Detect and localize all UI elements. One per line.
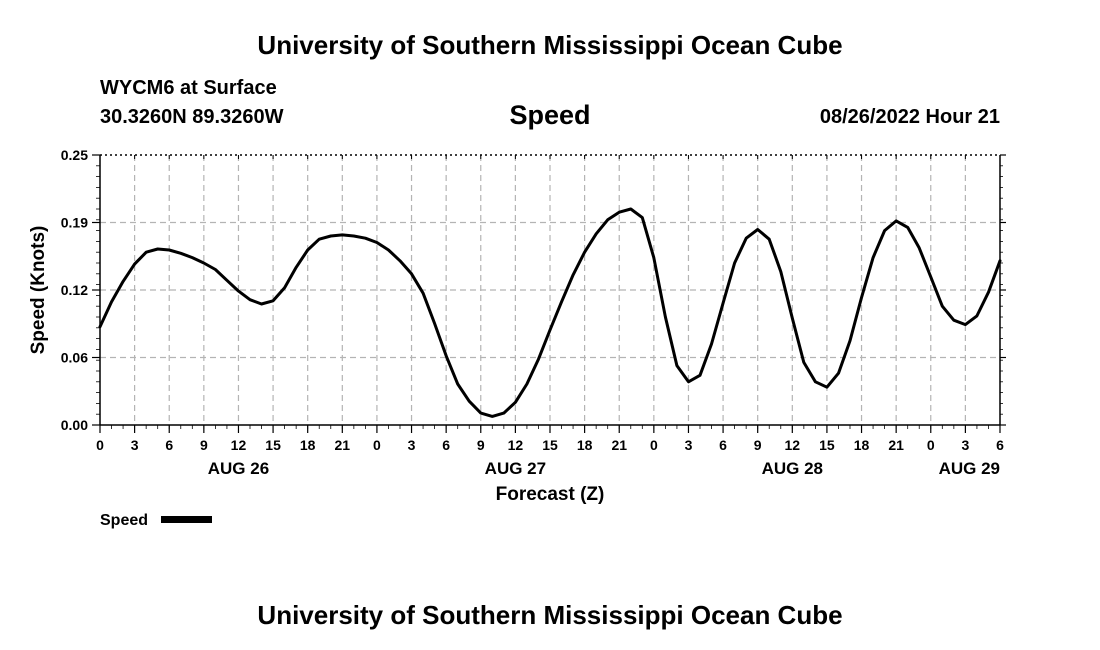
datetime-label: 08/26/2022 Hour 21 [819, 106, 1000, 128]
x-tick-label: 6 [165, 437, 173, 453]
x-tick-label: 9 [200, 437, 208, 453]
x-tick-label: 3 [408, 437, 416, 453]
speed-chart: 0 3 6 9 12 15 18 21 0 3 6 9 12 15 18 21 0 3 6 9 12 15 18 21 0 3 6 A… [28, 147, 1006, 529]
x-tick-label: 12 [231, 437, 247, 453]
x-tick-label: 3 [131, 437, 139, 453]
y-tick-label: 0.25 [61, 147, 88, 163]
axis-ticks [92, 154, 1006, 433]
legend-label: Speed [100, 512, 148, 529]
page-title-top: University of Southern Mississippi Ocean… [257, 30, 843, 60]
x-tick-label: 6 [442, 437, 450, 453]
x-date-label: AUG 27 [485, 459, 546, 478]
x-tick-label: 6 [719, 437, 727, 453]
x-tick-label: 21 [888, 437, 904, 453]
x-tick-label: 21 [611, 437, 627, 453]
station-label: WYCM6 at Surface [100, 77, 277, 99]
y-tick-label: 0.12 [61, 282, 88, 298]
x-axis-title: Forecast (Z) [496, 484, 605, 505]
x-tick-label: 18 [300, 437, 316, 453]
x-tick-label: 3 [685, 437, 693, 453]
x-date-label: AUG 28 [762, 459, 823, 478]
series-layer [98, 207, 1002, 418]
page-title-bottom: University of Southern Mississippi Ocean… [257, 600, 843, 630]
x-date-label: AUG 26 [208, 459, 269, 478]
legend-swatch [161, 516, 212, 523]
x-tick-label: 0 [96, 437, 104, 453]
grid-lines [100, 155, 1000, 425]
x-tick-label: 18 [854, 437, 870, 453]
x-tick-label: 15 [542, 437, 558, 453]
y-axis-title: Speed (Knots) [28, 226, 49, 355]
x-tick-label: 18 [577, 437, 593, 453]
series-line-speed [98, 207, 1002, 418]
x-tick-label: 6 [996, 437, 1004, 453]
x-tick-label: 15 [265, 437, 281, 453]
x-tick-label: 0 [927, 437, 935, 453]
coordinates-label: 30.3260N 89.3260W [100, 106, 284, 128]
legend: Speed [100, 512, 212, 529]
y-tick-label: 0.00 [61, 417, 88, 433]
x-date-label: AUG 29 [939, 459, 1000, 478]
chart-title: Speed [509, 100, 591, 130]
x-tick-label: 12 [508, 437, 524, 453]
x-tick-label: 9 [754, 437, 762, 453]
axis-labels: 0 3 6 9 12 15 18 21 0 3 6 9 12 15 18 21 0 3 6 9 12 15 18 21 0 3 6 A… [61, 147, 1004, 478]
x-tick-label: 9 [477, 437, 485, 453]
x-tick-label: 3 [961, 437, 969, 453]
y-tick-label: 0.06 [61, 350, 88, 366]
x-tick-label: 0 [373, 437, 381, 453]
x-tick-label: 12 [785, 437, 801, 453]
x-tick-label: 15 [819, 437, 835, 453]
x-tick-label: 21 [335, 437, 351, 453]
x-tick-label: 0 [650, 437, 658, 453]
y-tick-label: 0.19 [61, 215, 88, 231]
